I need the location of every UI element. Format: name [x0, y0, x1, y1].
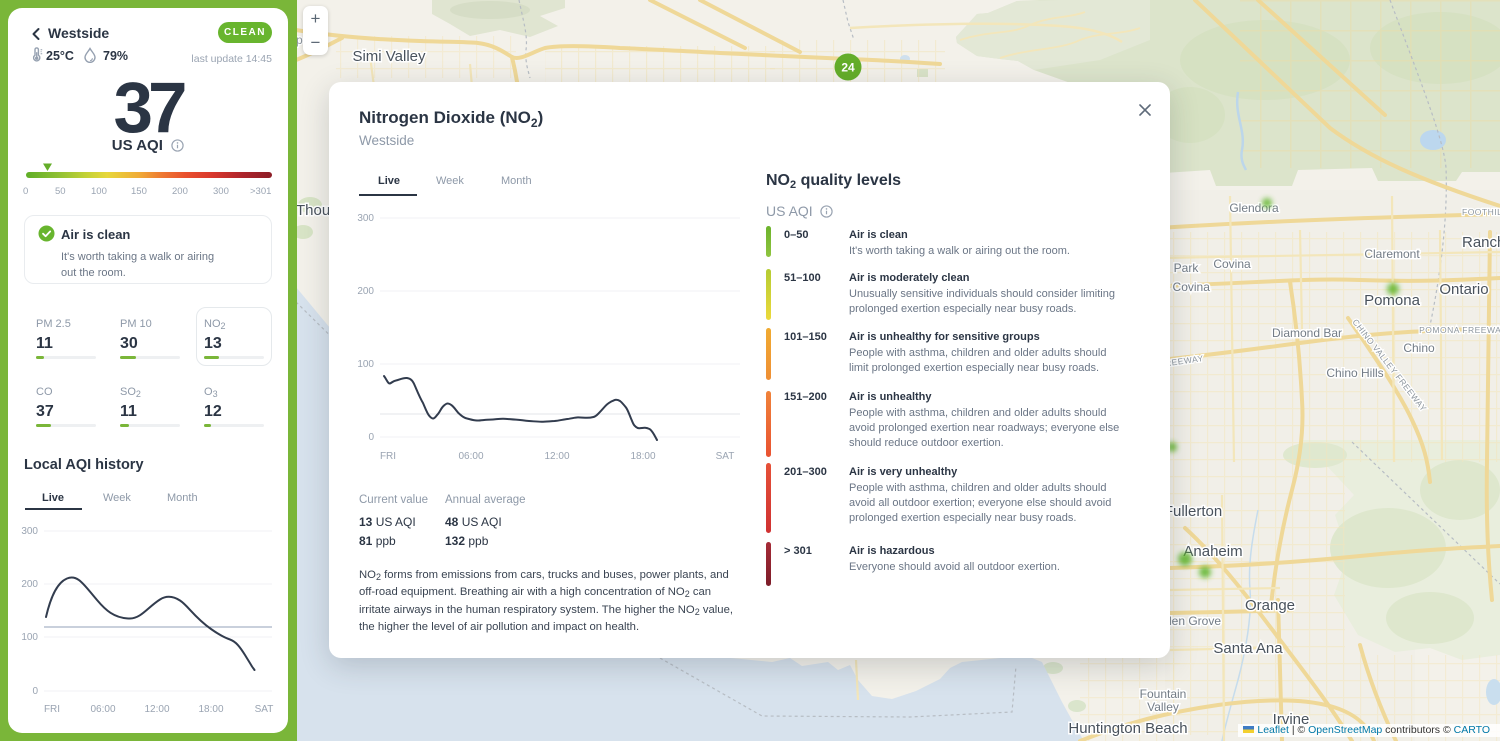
svg-text:12:00: 12:00 — [144, 704, 169, 715]
svg-text:0: 0 — [368, 432, 374, 443]
svg-text:Claremont: Claremont — [1364, 247, 1420, 261]
svg-text:100: 100 — [21, 632, 38, 643]
svg-text:Fountain: Fountain — [1140, 687, 1187, 701]
svg-text:FRI: FRI — [380, 451, 396, 462]
svg-text:06:00: 06:00 — [90, 704, 115, 715]
svg-text:SAT: SAT — [716, 451, 735, 462]
svg-text:24: 24 — [841, 61, 855, 75]
svg-text:200: 200 — [21, 579, 38, 590]
svg-text:Anaheim: Anaheim — [1183, 543, 1242, 560]
svg-text:18:00: 18:00 — [630, 451, 655, 462]
svg-text:FOOTHILL FREEWAY: FOOTHILL FREEWAY — [1462, 207, 1500, 217]
svg-text:SAT: SAT — [255, 704, 274, 715]
svg-text:300: 300 — [357, 213, 374, 224]
svg-text:12:00: 12:00 — [544, 451, 569, 462]
svg-text:Orange: Orange — [1245, 597, 1295, 614]
svg-text:Chino: Chino — [1403, 341, 1435, 355]
svg-text:18:00: 18:00 — [198, 704, 223, 715]
svg-text:Diamond Bar: Diamond Bar — [1272, 326, 1342, 340]
svg-text:300: 300 — [21, 526, 38, 537]
svg-text:Fullerton: Fullerton — [1164, 503, 1222, 520]
svg-text:200: 200 — [357, 286, 374, 297]
svg-text:100: 100 — [357, 359, 374, 370]
svg-text:FRI: FRI — [44, 704, 60, 715]
svg-text:0: 0 — [32, 686, 38, 697]
svg-text:Pomona: Pomona — [1364, 292, 1421, 309]
svg-text:Ontario: Ontario — [1439, 281, 1488, 298]
svg-text:06:00: 06:00 — [458, 451, 483, 462]
svg-text:Rancho Cucamonga: Rancho Cucamonga — [1462, 234, 1500, 251]
svg-text:Simi Valley: Simi Valley — [352, 48, 426, 65]
svg-text:Huntington Beach: Huntington Beach — [1068, 720, 1187, 737]
svg-text:Santa Ana: Santa Ana — [1213, 640, 1283, 657]
svg-text:p: p — [296, 33, 303, 47]
svg-text:Covina: Covina — [1213, 257, 1251, 271]
svg-text:Valley: Valley — [1147, 700, 1179, 714]
svg-text:Chino Hills: Chino Hills — [1326, 366, 1383, 380]
svg-text:POMONA FREEWAY: POMONA FREEWAY — [1419, 325, 1500, 335]
svg-text:Park: Park — [1174, 261, 1200, 275]
